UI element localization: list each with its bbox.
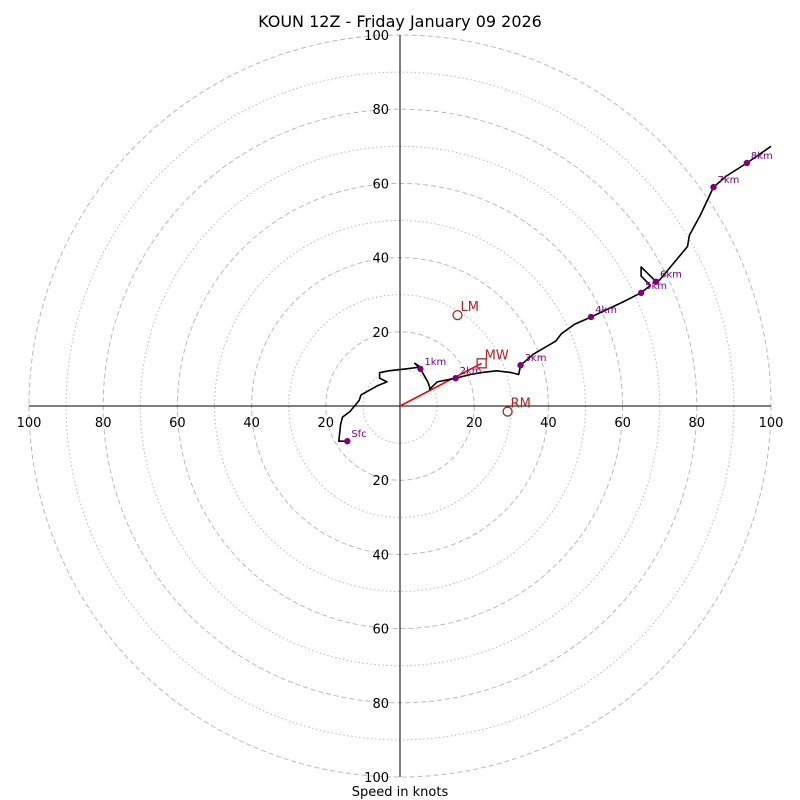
x-tick-60: 60 [614, 416, 631, 431]
height-label-3km: 3km [525, 353, 547, 364]
y-tick-labels: 100 80 60 40 20 20 40 60 80 100 [364, 29, 389, 786]
height-marker-Sfc [344, 438, 351, 445]
storm-motion-markers: LM MW RM [452, 300, 531, 417]
y-tick-60: 60 [372, 177, 389, 192]
y-tick--80: 80 [372, 697, 389, 712]
height-label-8km: 8km [751, 151, 773, 162]
shear-vector [399, 362, 482, 407]
height-marker-1km [417, 365, 424, 373]
height-label-7km: 7km [717, 175, 739, 186]
height-marker-6km [652, 278, 660, 285]
wind-trace-group [337, 145, 772, 443]
x-tick-20: 20 [466, 416, 483, 431]
y-tick--100: 100 [364, 771, 389, 786]
y-tick--60: 60 [372, 623, 389, 638]
motion-marker-RM [502, 406, 513, 417]
height-marker-4km [587, 313, 595, 321]
height-marker-7km [710, 183, 717, 191]
x-tick-80: 80 [689, 416, 706, 431]
height-marker-5km [637, 289, 645, 297]
height-marker-2km [452, 374, 459, 382]
y-tick-20: 20 [372, 326, 389, 341]
height-marker-3km [517, 361, 524, 369]
x-tick--40: 40 [243, 416, 260, 431]
height-marker-8km [743, 159, 751, 167]
height-label-6km: 6km [660, 270, 682, 281]
height-label-1km: 1km [424, 357, 446, 368]
x-tick-100: 100 [759, 416, 784, 431]
x-tick--100: 100 [17, 416, 42, 431]
height-label-Sfc: Sfc [351, 429, 366, 440]
y-tick-80: 80 [372, 103, 389, 118]
y-tick-100: 100 [364, 29, 389, 44]
x-tick-40: 40 [540, 416, 557, 431]
motion-marker-LM [452, 309, 463, 321]
shear-vector-group [399, 362, 482, 407]
height-label-2km: 2km [460, 366, 482, 377]
x-tick--20: 20 [318, 416, 335, 431]
x-tick--80: 80 [95, 416, 112, 431]
wind-trace-line [337, 145, 772, 443]
x-tick--60: 60 [169, 416, 186, 431]
motion-label-LM: LM [461, 300, 479, 315]
chart-title: KOUN 12Z - Friday January 09 2026 [258, 12, 542, 31]
y-tick--40: 40 [372, 548, 389, 563]
y-tick-40: 40 [372, 252, 389, 267]
x-axis-label: Speed in knots [352, 785, 449, 800]
height-label-5km: 5km [645, 281, 667, 292]
motion-marker-MW [476, 358, 487, 369]
motion-label-MW: MW [485, 348, 509, 363]
motion-label-RM: RM [511, 397, 531, 412]
x-tick-labels: 100 80 60 40 20 20 40 60 80 100 [17, 416, 784, 431]
y-tick--20: 20 [372, 474, 389, 489]
height-label-4km: 4km [595, 305, 617, 316]
